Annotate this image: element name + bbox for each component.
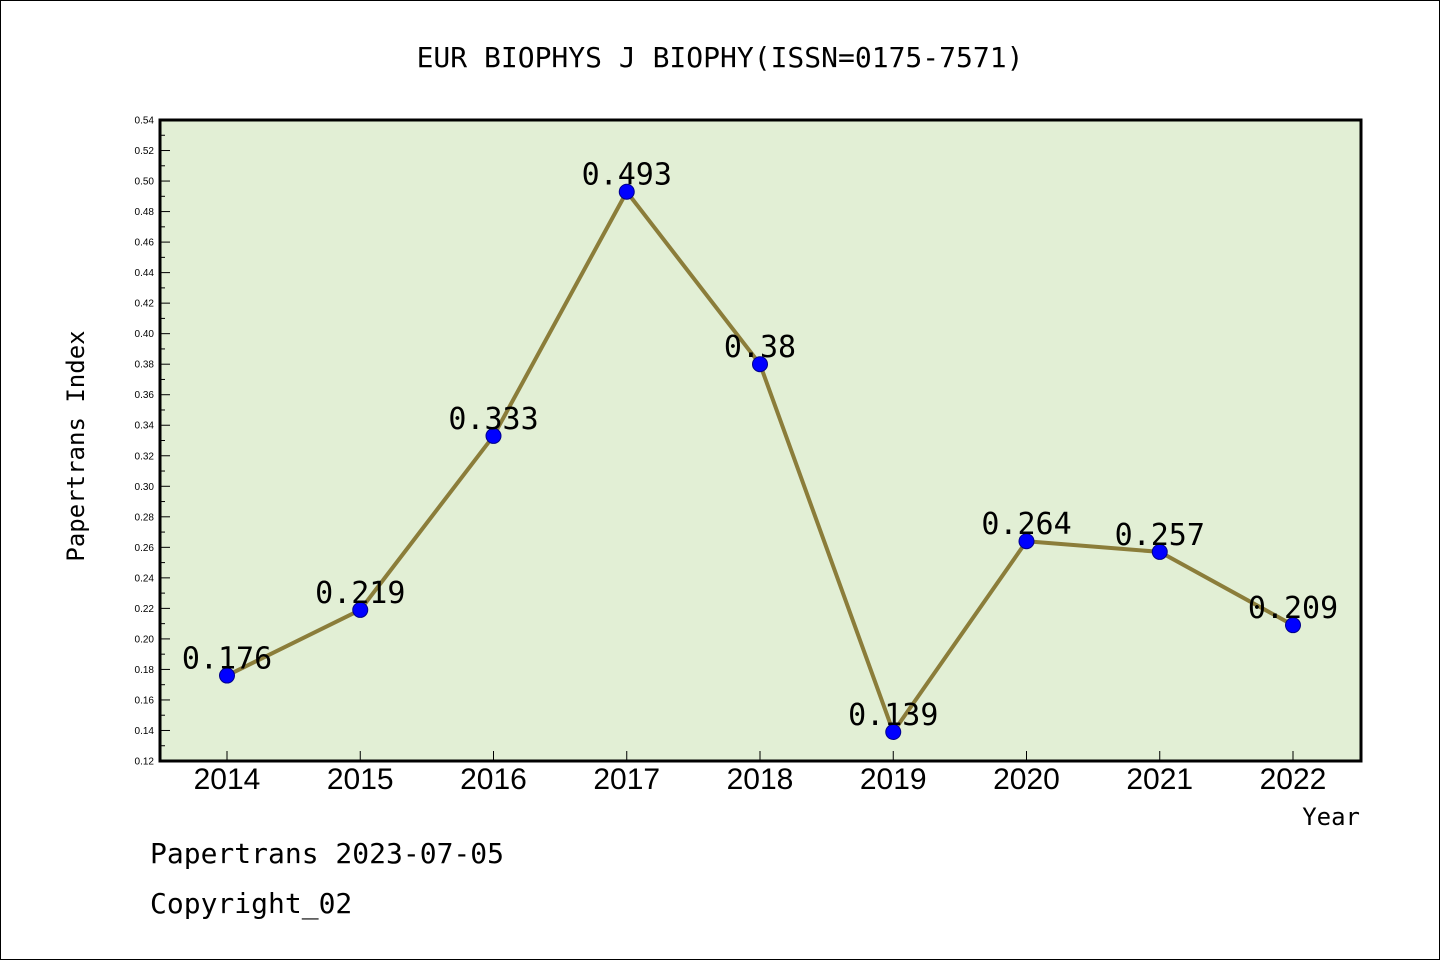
y-tick-label: 0.52	[135, 146, 155, 157]
data-label: 0.209	[1248, 591, 1338, 626]
x-tick-label: 2014	[194, 763, 261, 796]
x-tick-label: 2016	[460, 763, 527, 796]
data-point	[1018, 533, 1035, 550]
data-point	[752, 356, 768, 373]
data-point	[219, 667, 235, 684]
y-tick-label: 0.14	[135, 726, 155, 737]
y-tick-label: 0.16	[135, 695, 155, 706]
x-tick-label: 2015	[327, 763, 394, 796]
x-tick-label: 2018	[727, 763, 794, 796]
x-axis: 2014 2015 2016 2017 2018 2019 2020 2021 2022	[194, 751, 1327, 796]
data-point	[485, 427, 502, 444]
footer-date: Papertrans 2023-07-05	[150, 837, 504, 870]
y-tick-label: 0.44	[135, 268, 155, 279]
y-tick-label: 0.22	[135, 604, 155, 615]
y-tick-label: 0.50	[135, 177, 155, 188]
y-tick-label: 0.24	[135, 573, 155, 584]
chart-title: EUR BIOPHYS J BIOPHY(ISSN=0175-7571)	[417, 41, 1024, 74]
x-tick-label: 2022	[1260, 763, 1327, 796]
x-tick-label: 2019	[860, 763, 927, 796]
y-tick-label: 0.46	[135, 238, 155, 249]
y-tick-label: 0.42	[135, 299, 155, 310]
data-point	[618, 183, 635, 200]
data-labels: 0.176 0.219 0.333 0.493 0.38 0.139 0.264 0.257 0…	[182, 158, 1338, 733]
x-axis-label: Year	[1302, 803, 1360, 831]
y-tick-label: 0.26	[135, 543, 155, 554]
data-point	[885, 724, 902, 741]
data-point	[352, 601, 369, 618]
data-label: 0.219	[315, 576, 405, 611]
x-tick-label: 2017	[593, 763, 660, 796]
data-label: 0.38	[724, 330, 796, 365]
y-axis-label: Papertrans Index	[62, 330, 90, 561]
y-tick-label: 0.32	[135, 451, 155, 462]
y-tick-label: 0.28	[135, 512, 155, 523]
data-label: 0.493	[582, 158, 672, 193]
y-tick-label: 0.30	[135, 482, 155, 493]
y-tick-label: 0.48	[135, 207, 155, 218]
data-point	[1151, 543, 1168, 560]
data-points	[219, 183, 1301, 741]
y-tick-label: 0.40	[135, 329, 155, 340]
data-label: 0.264	[981, 507, 1071, 542]
y-tick-label: 0.12	[135, 757, 155, 768]
plot-border	[158, 118, 1363, 763]
data-label: 0.333	[448, 402, 538, 437]
x-tick-label: 2020	[993, 763, 1060, 796]
x-tick-label: 2021	[1126, 763, 1193, 796]
y-tick-label: 0.18	[135, 665, 155, 676]
plot-area	[160, 120, 1361, 761]
y-tick-label: 0.54	[135, 116, 155, 127]
y-tick-label: 0.36	[135, 390, 155, 401]
data-label: 0.139	[848, 698, 938, 733]
data-label: 0.257	[1115, 518, 1205, 553]
footer-copyright: Copyright_02	[150, 887, 352, 921]
y-tick-label: 0.20	[135, 634, 155, 645]
data-point	[1285, 617, 1301, 634]
y-tick-label: 0.38	[135, 360, 155, 371]
data-label: 0.176	[182, 642, 272, 677]
y-tick-label: 0.34	[135, 421, 155, 432]
